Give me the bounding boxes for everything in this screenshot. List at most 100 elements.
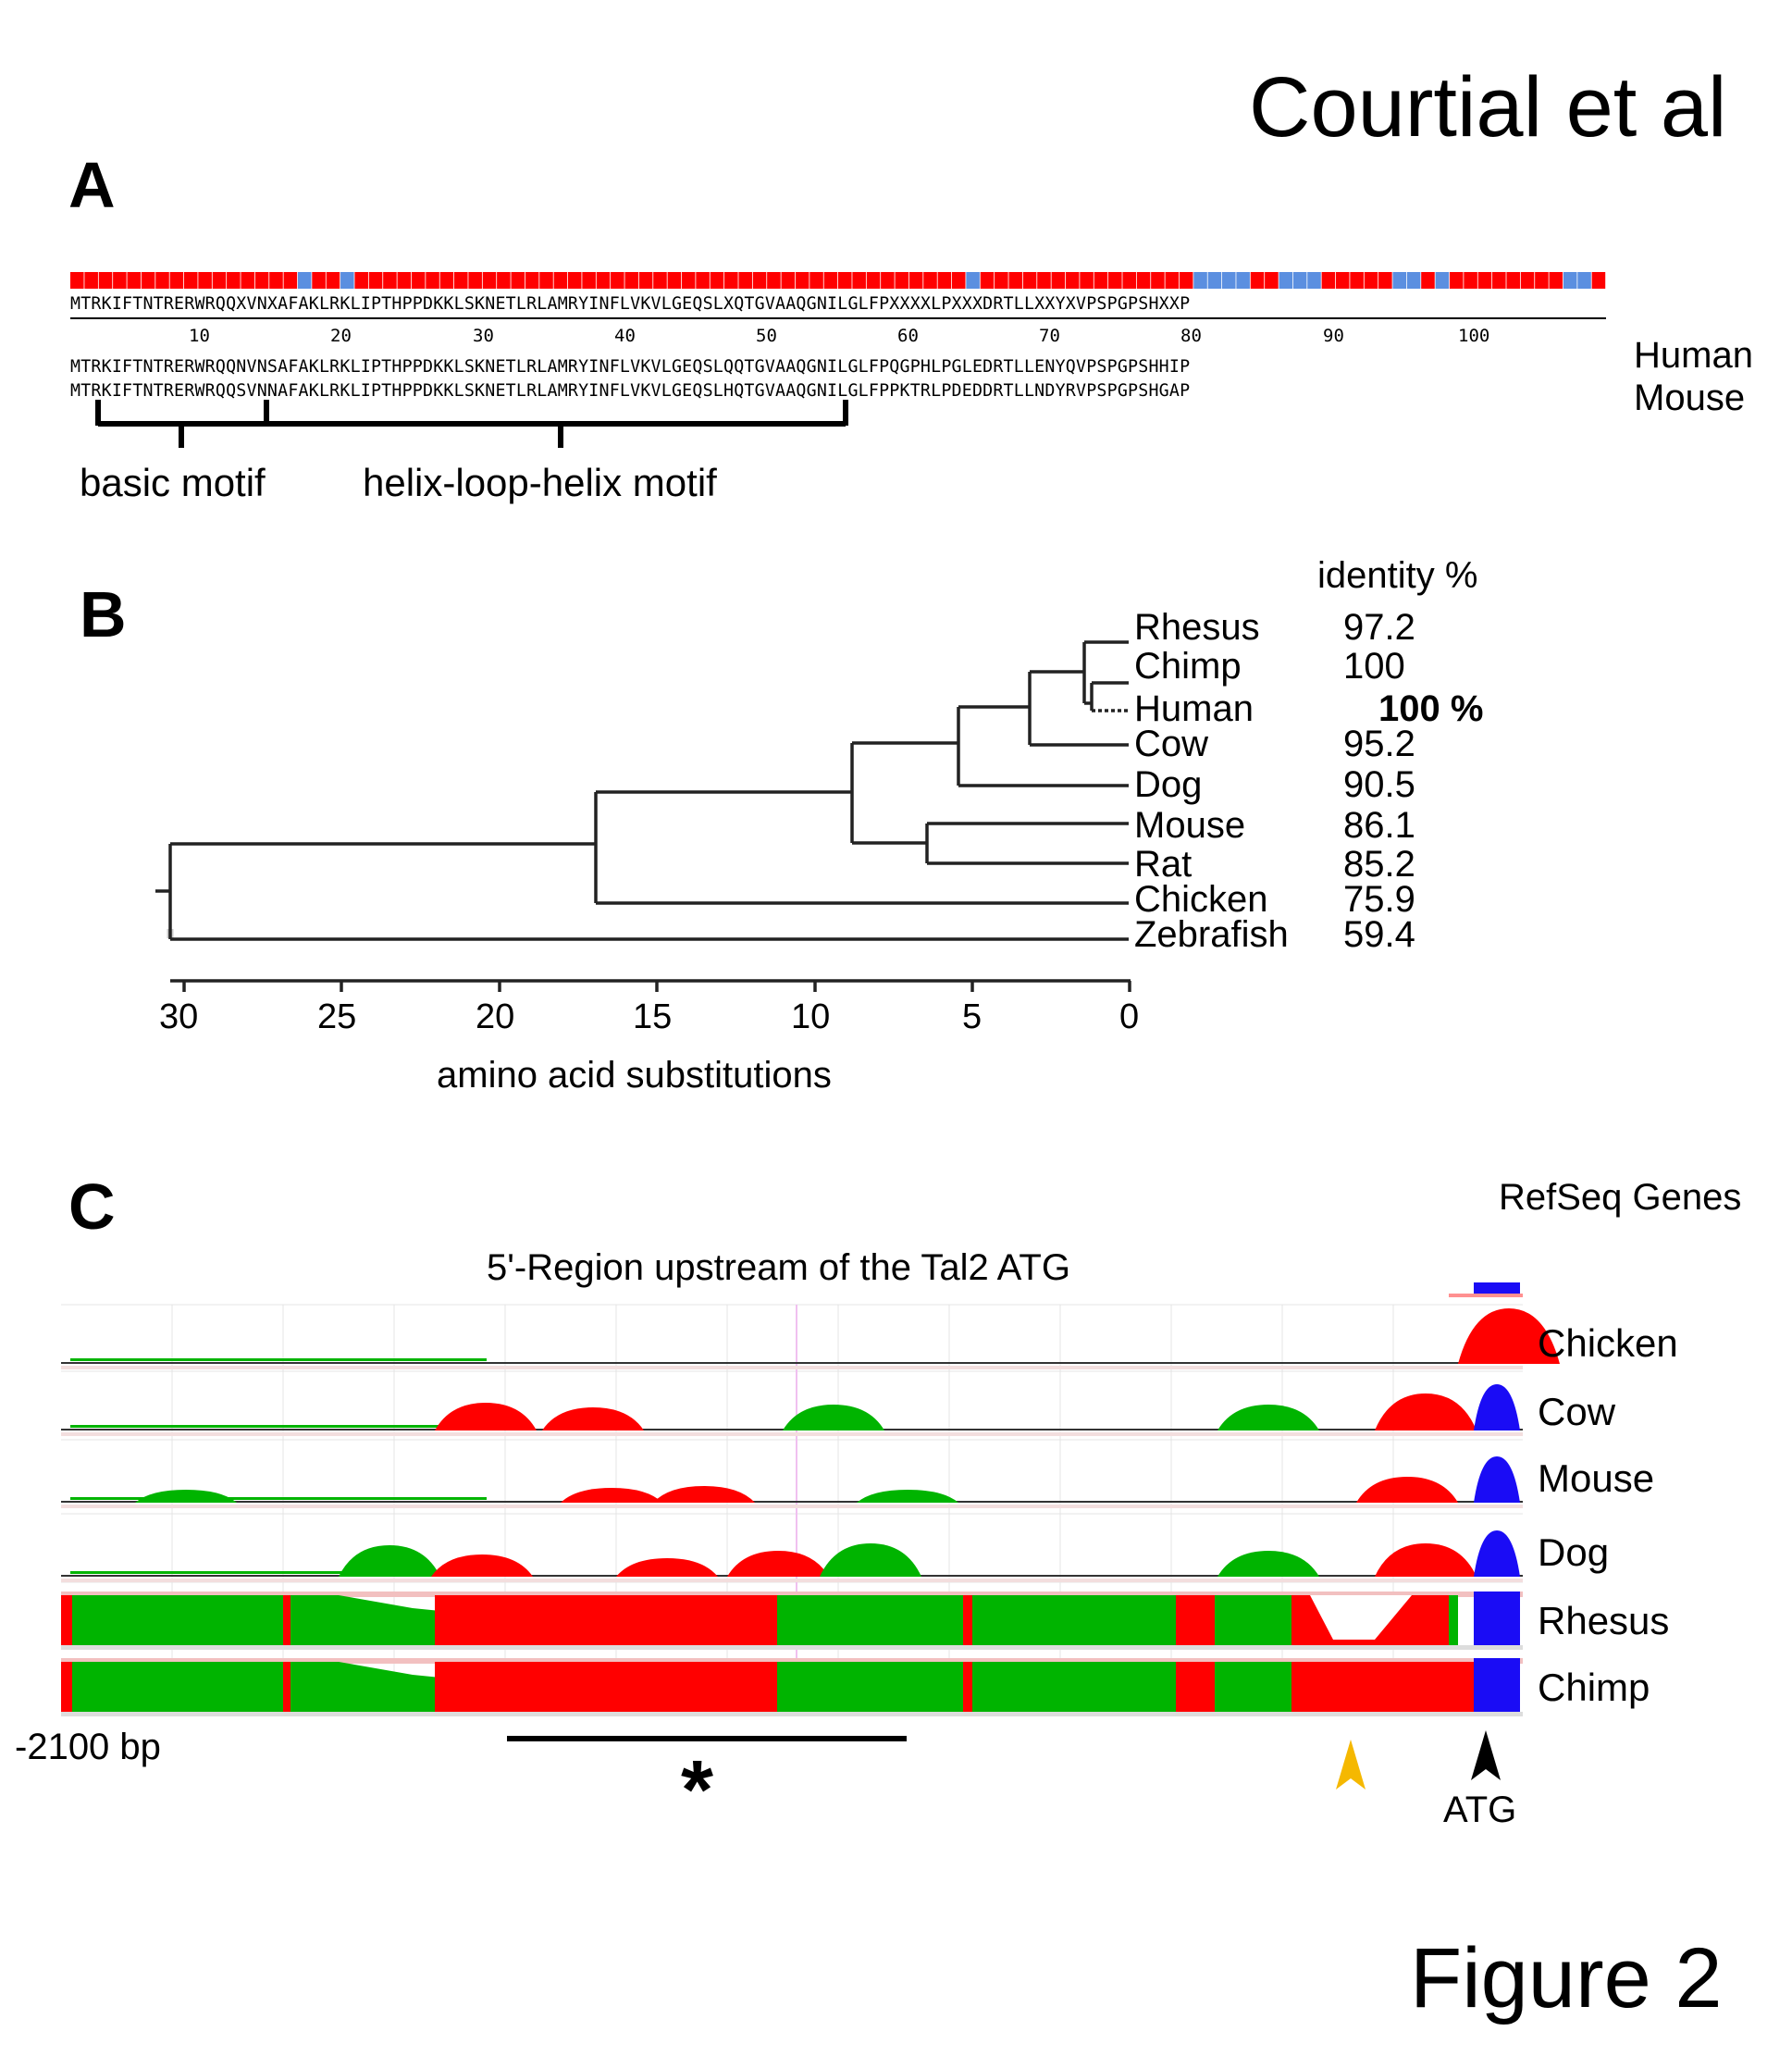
identity-cow: 95.2: [1343, 724, 1415, 764]
conservation-cell: [1464, 272, 1477, 289]
basic-motif-label: basic motif: [80, 461, 266, 504]
conservation-cell: [1307, 272, 1321, 289]
conserved-area: [1291, 1662, 1474, 1712]
axis-tick: 10: [791, 997, 831, 1036]
track-label-chicken: Chicken: [1538, 1321, 1678, 1365]
track-baseline: [61, 1592, 1523, 1597]
conserved-area: [283, 1595, 290, 1645]
position-ruler: 10 20 30 40 50 60 70 80 90 100: [70, 326, 1606, 348]
conserved-peak: [1217, 1551, 1319, 1577]
ruler-tick: 30: [473, 326, 494, 346]
ruler-tick: 100: [1458, 326, 1490, 346]
conservation-cell: [881, 272, 895, 289]
motif-brackets: [95, 400, 848, 448]
conservation-cell: [1151, 272, 1165, 289]
conserved-peak: [820, 1543, 921, 1577]
conserved-peak: [135, 1490, 237, 1503]
conserved-peak: [857, 1490, 958, 1503]
conservation-cell: [667, 272, 682, 289]
conserved-area: [61, 1595, 72, 1645]
conserved-peak: [1375, 1393, 1477, 1431]
conserved-peak: [1356, 1477, 1458, 1503]
track-baseline: [61, 1658, 1523, 1664]
conservation-cell: [866, 272, 881, 289]
conserved-peak: [1458, 1308, 1560, 1364]
panel-c-letter: C: [68, 1170, 116, 1243]
ruler-tick: 60: [897, 326, 919, 346]
conservation-cell: [1136, 272, 1151, 289]
asterisk-marker: *: [681, 1744, 714, 1837]
exon-area: [1474, 1658, 1520, 1712]
conserved-area: [435, 1595, 777, 1645]
conservation-cell: [312, 272, 326, 289]
identity-chimp: 100: [1343, 646, 1405, 687]
conservation-cell: [482, 272, 497, 289]
conservation-cell: [567, 272, 582, 289]
panel-c-title: 5'-Region upstream of the Tal2 ATG: [487, 1247, 1070, 1288]
conservation-cell: [497, 272, 511, 289]
conservation-cell: [638, 272, 653, 289]
conservation-cell: [241, 272, 255, 289]
conservation-bar: [70, 272, 1606, 289]
conservation-cell: [1350, 272, 1364, 289]
identity-rhesus: 97.2: [1343, 607, 1415, 648]
conservation-cell: [1549, 272, 1563, 289]
ruler-tick: 70: [1039, 326, 1060, 346]
asterisk-region-bar: [507, 1736, 907, 1741]
conservation-cell: [283, 272, 298, 289]
conservation-cell: [397, 272, 412, 289]
conservation-cell: [1292, 272, 1307, 289]
conserved-area: [61, 1662, 72, 1712]
conservation-cell: [1080, 272, 1094, 289]
yellow-arrow-icon: [1336, 1740, 1366, 1790]
conserved-peak: [339, 1545, 440, 1577]
axis-tick: 25: [317, 997, 357, 1036]
conservation-cell: [525, 272, 539, 289]
conservation-cell: [781, 272, 796, 289]
mouse-row-label: Mouse: [1634, 378, 1746, 418]
phylogenetic-tree: [155, 640, 1131, 992]
conservation-cell: [227, 272, 241, 289]
species-dog: Dog: [1134, 764, 1203, 805]
conserved-peak: [431, 1554, 533, 1577]
conservation-cell: [198, 272, 212, 289]
conserved-peak: [727, 1551, 829, 1577]
conservation-cell: [809, 272, 823, 289]
conservation-cell: [752, 272, 767, 289]
conserved-peak: [542, 1407, 644, 1431]
conservation-cell: [1421, 272, 1435, 289]
conservation-cell: [553, 272, 568, 289]
atg-arrow-icon: [1471, 1730, 1501, 1780]
conservation-cell: [1207, 272, 1222, 289]
author-text: Courtial et al: [1249, 60, 1727, 155]
axis-tick: 15: [633, 997, 673, 1036]
conserved-line: [70, 1358, 487, 1361]
conserved-peak: [1474, 1456, 1520, 1503]
ruler-tick: 20: [330, 326, 352, 346]
track-baseline: [61, 1501, 1523, 1503]
ruler-tick: 10: [189, 326, 210, 346]
conservation-cell: [368, 272, 383, 289]
conserved-peak: [1375, 1543, 1477, 1577]
atg-label: ATG: [1443, 1790, 1517, 1830]
conservation-cell: [908, 272, 923, 289]
conservation-cell: [1222, 272, 1236, 289]
conservation-cell: [1265, 272, 1279, 289]
identity-zebrafish: 59.4: [1343, 914, 1415, 955]
identity-chicken: 75.9: [1343, 879, 1415, 920]
conservation-cell: [681, 272, 696, 289]
conservation-cell: [1435, 272, 1450, 289]
conserved-area: [963, 1595, 972, 1645]
conserved-peak: [561, 1488, 662, 1503]
conserved-peak: [435, 1403, 537, 1431]
conservation-cell: [212, 272, 227, 289]
conservation-cell: [1165, 272, 1180, 289]
conservation-cell: [70, 272, 84, 289]
species-rat: Rat: [1134, 844, 1193, 885]
species-chicken: Chicken: [1134, 879, 1268, 920]
track-floor: [61, 1645, 1523, 1650]
conserved-area: [435, 1662, 777, 1712]
conservation-cell: [1065, 272, 1080, 289]
conservation-cell: [1037, 272, 1051, 289]
conservation-cell: [1051, 272, 1066, 289]
